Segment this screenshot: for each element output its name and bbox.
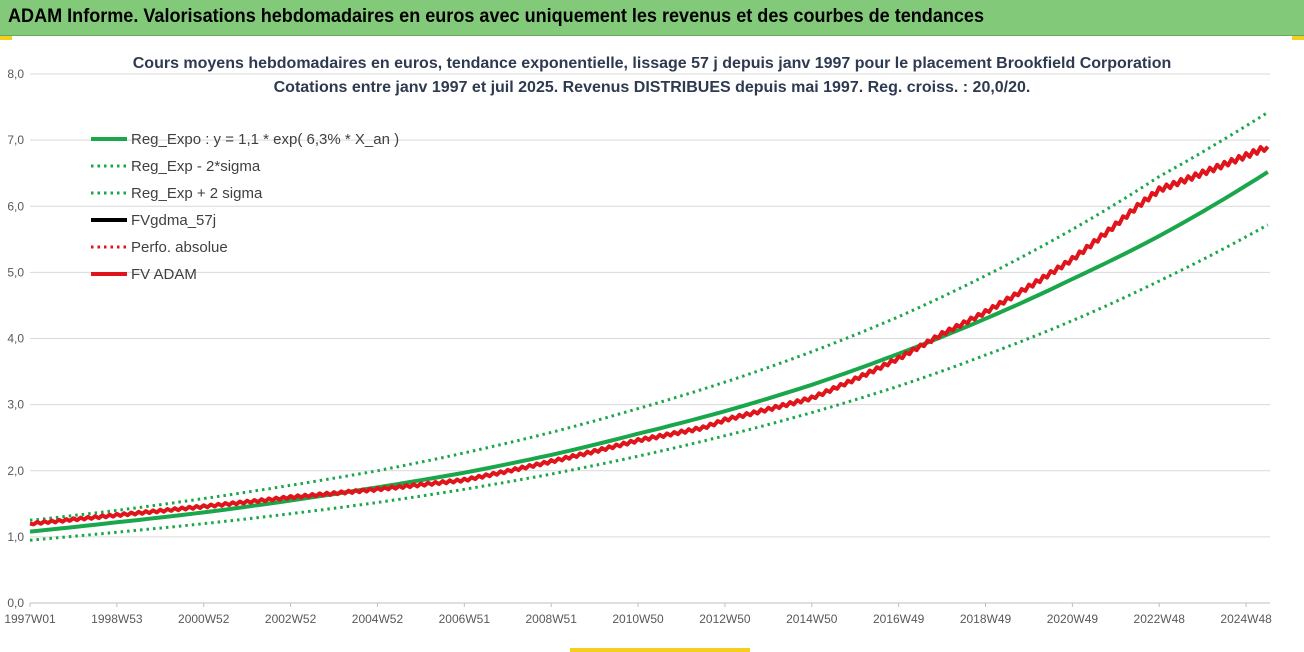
accent-bar-left bbox=[0, 36, 12, 40]
y-tick-label: 2,0 bbox=[7, 464, 24, 478]
x-tick-label: 2020W49 bbox=[1047, 612, 1099, 626]
legend-label: Perfo. absolue bbox=[131, 239, 228, 256]
series-line bbox=[29, 111, 1269, 522]
legend-label: Reg_Exp - 2*sigma bbox=[131, 158, 261, 175]
y-tick-label: 4,0 bbox=[7, 332, 24, 346]
x-tick-label: 2006W51 bbox=[439, 612, 491, 626]
y-tick-label: 7,0 bbox=[7, 133, 24, 147]
x-tick-label: 2008W51 bbox=[526, 612, 578, 626]
x-tick-label: 1997W01 bbox=[4, 612, 56, 626]
y-tick-label: 6,0 bbox=[7, 199, 24, 213]
x-tick-label: 2022W48 bbox=[1134, 612, 1186, 626]
legend-label: FVgdma_57j bbox=[131, 212, 216, 229]
x-tick-label: 2004W52 bbox=[352, 612, 404, 626]
chart-subtitle: Cotations entre janv 1997 et juil 2025. … bbox=[273, 79, 1031, 96]
x-tick-label: 2012W50 bbox=[699, 612, 751, 626]
y-tick-label: 1,0 bbox=[7, 530, 24, 544]
legend-label: FV ADAM bbox=[131, 266, 197, 283]
x-tick-label: 2014W50 bbox=[786, 612, 838, 626]
x-tick-label: 2000W52 bbox=[178, 612, 230, 626]
accent-bar-bottom bbox=[570, 648, 750, 652]
series-line bbox=[29, 145, 1270, 527]
x-tick-label: 2016W49 bbox=[873, 612, 925, 626]
series-line bbox=[29, 170, 1269, 534]
y-tick-label: 0,0 bbox=[7, 596, 24, 610]
report-header: ADAM Informe. Valorisations hebdomadaire… bbox=[0, 0, 1304, 36]
accent-bar-right bbox=[1292, 36, 1304, 40]
chart-title: Cours moyens hebdomadaires en euros, ten… bbox=[132, 55, 1172, 72]
x-tick-label: 2010W50 bbox=[612, 612, 664, 626]
y-tick-label: 8,0 bbox=[7, 67, 24, 81]
x-tick-label: 1998W53 bbox=[91, 612, 143, 626]
legend-label: Reg_Expo : y = 1,1 * exp( 6,3% * X_an ) bbox=[131, 131, 399, 148]
series-line bbox=[29, 223, 1269, 542]
x-tick-label: 2024W48 bbox=[1220, 612, 1272, 626]
y-tick-label: 5,0 bbox=[7, 265, 24, 279]
report-title: ADAM Informe. Valorisations hebdomadaire… bbox=[8, 6, 985, 27]
x-tick-label: 2002W52 bbox=[265, 612, 317, 626]
legend-label: Reg_Exp + 2 sigma bbox=[131, 185, 263, 202]
x-tick-label: 2018W49 bbox=[960, 612, 1012, 626]
y-tick-label: 3,0 bbox=[7, 398, 24, 412]
